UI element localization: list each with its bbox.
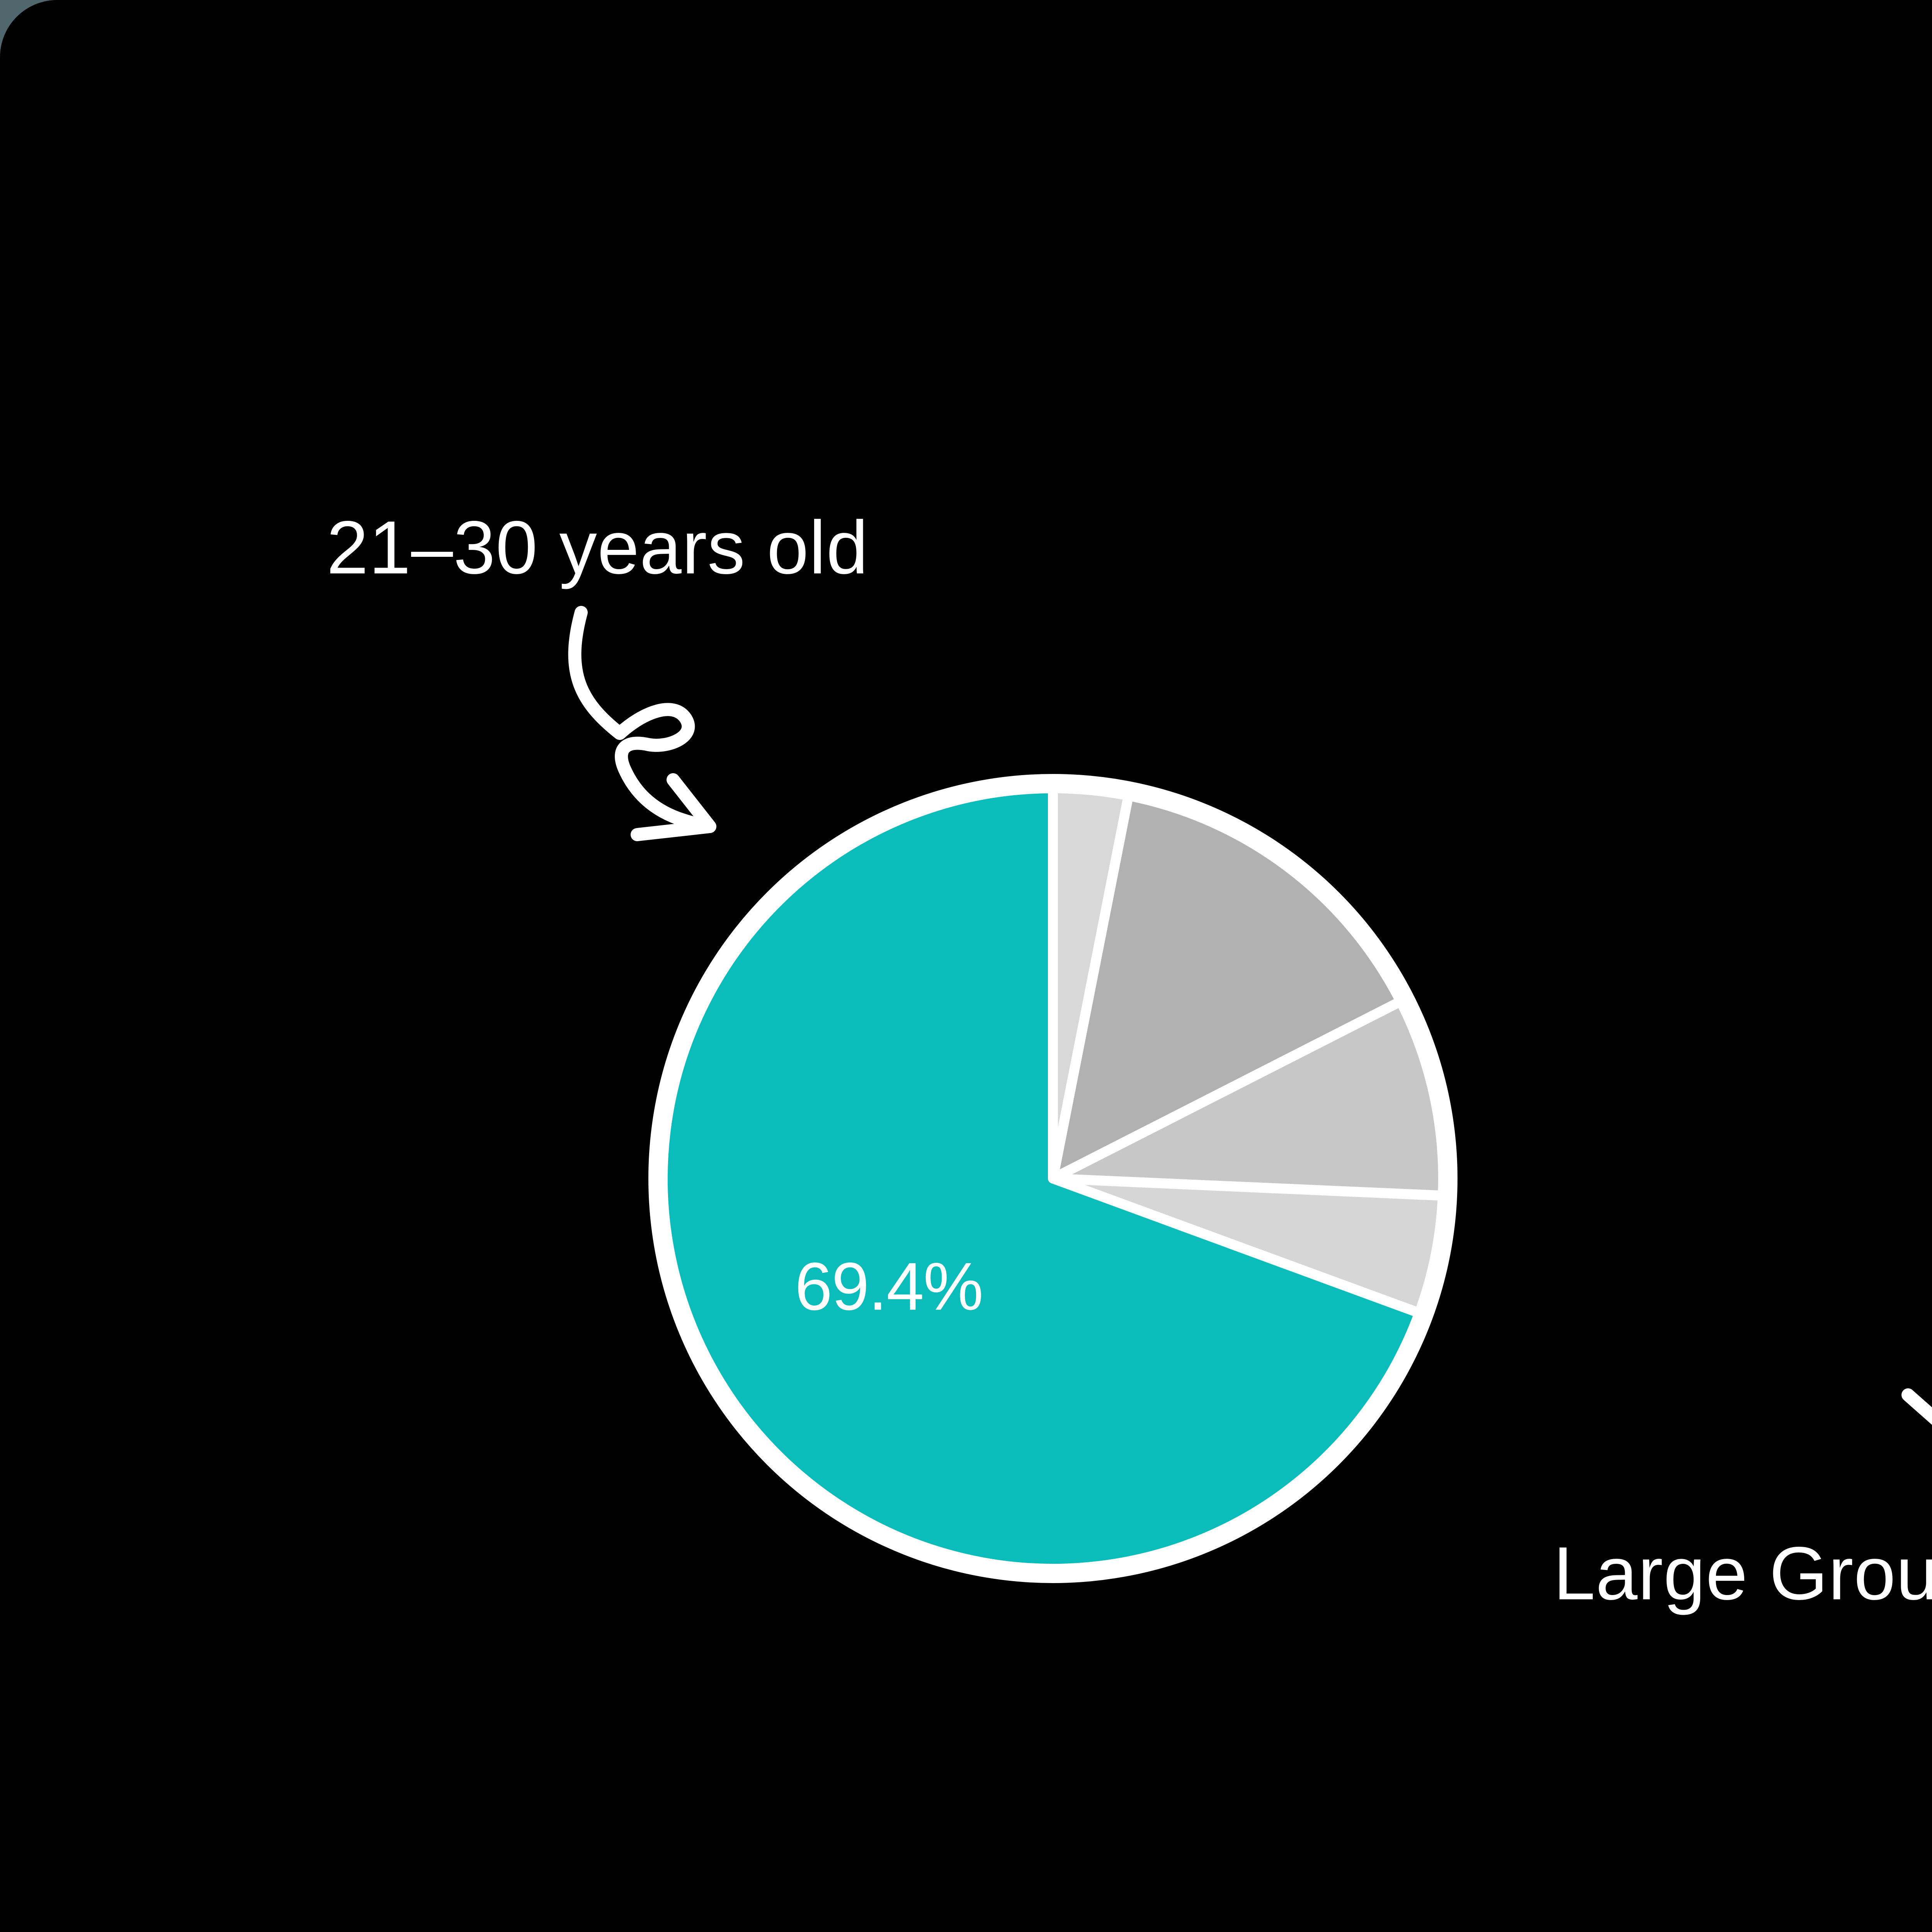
annotation-label-large-group: Large Group (5+ members): [1553, 1531, 1932, 1616]
right-annotation-arrow-icon: [1901, 1388, 1932, 1425]
left-pie-percentage-label: 69.4%: [794, 1249, 983, 1325]
left-arrow-head: [631, 773, 716, 841]
left-pie-outer-ring: [648, 774, 1458, 1583]
pies-group: [648, 774, 1458, 1583]
left-annotation-arrow-icon: [568, 606, 716, 841]
right-arrow-head: [1901, 1388, 1932, 1425]
annotation-label-21-30-years-old: 21–30 years old: [327, 505, 869, 590]
left-arrow-curve: [568, 606, 716, 833]
